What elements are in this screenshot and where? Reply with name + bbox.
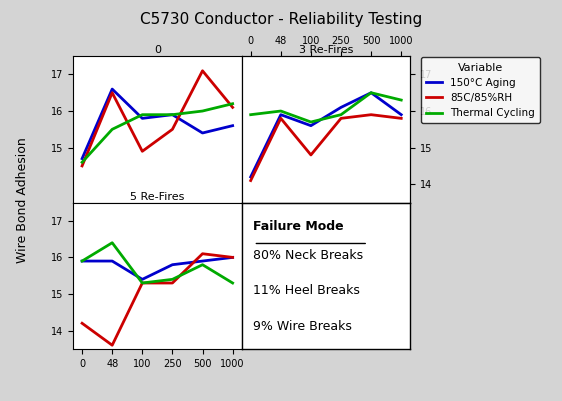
Text: 11% Heel Breaks: 11% Heel Breaks xyxy=(253,284,360,298)
Legend: 150°C Aging, 85C/85%RH, Thermal Cycling: 150°C Aging, 85C/85%RH, Thermal Cycling xyxy=(421,57,540,124)
Title: 5 Re-Fires: 5 Re-Fires xyxy=(130,192,184,202)
Text: Wire Bond Adhesion: Wire Bond Adhesion xyxy=(16,138,29,263)
Text: 9% Wire Breaks: 9% Wire Breaks xyxy=(253,320,352,332)
Text: C5730 Conductor - Reliability Testing: C5730 Conductor - Reliability Testing xyxy=(140,12,422,27)
Text: 80% Neck Breaks: 80% Neck Breaks xyxy=(253,249,364,262)
Title: 0: 0 xyxy=(154,45,161,55)
Title: 3 Re-Fires: 3 Re-Fires xyxy=(299,45,353,55)
Text: Failure Mode: Failure Mode xyxy=(253,220,344,233)
